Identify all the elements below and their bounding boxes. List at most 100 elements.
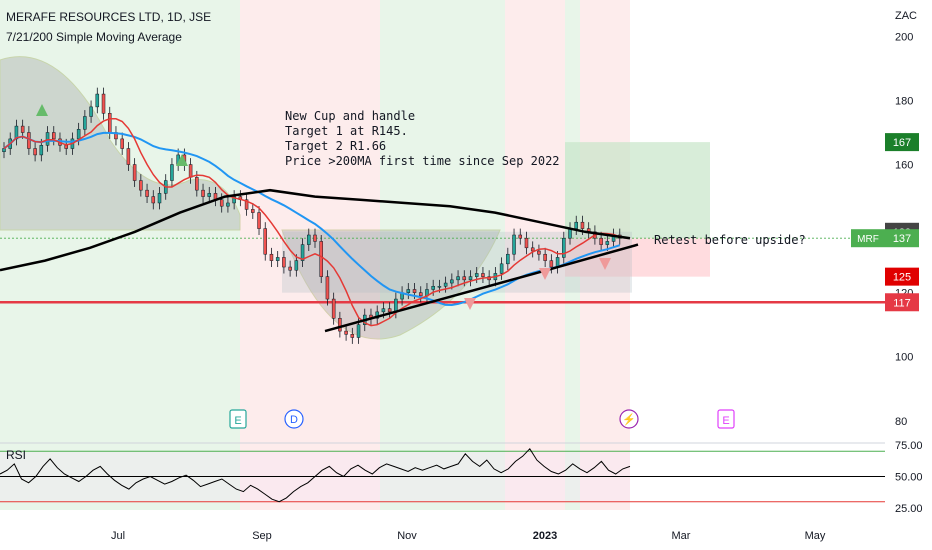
rsi-tick-2: 25.00 (895, 503, 923, 515)
price-levels (0, 237, 885, 304)
candle-body-66 (412, 289, 417, 293)
y-tick-5: 180 (895, 95, 913, 107)
candle-body-31 (195, 177, 199, 191)
candle-body-87 (543, 253, 547, 261)
candle-body-55 (344, 330, 348, 335)
rising-trendline (324, 243, 639, 333)
candle-body-93 (580, 221, 585, 229)
currency-label: ZAC (895, 10, 917, 22)
candle-body-6 (39, 145, 44, 156)
candle-body-48 (300, 244, 305, 261)
retest-annotation: Retest before upside? (654, 233, 806, 247)
candle-body-17 (107, 113, 112, 133)
candle-body-84 (524, 237, 529, 249)
annotation-line-3: Target 2 R1.66 (285, 139, 386, 153)
left-cup-shape (0, 56, 241, 231)
candle-body-44 (275, 257, 280, 261)
x-tick-1: Sep (252, 530, 272, 542)
price-badge-3: 125 (893, 272, 911, 284)
price-badge-bg-0 (885, 133, 919, 152)
target-box (565, 142, 710, 239)
chart-title: MERAFE RESOURCES LTD, 1D, JSE (6, 10, 211, 24)
dividend-event-icon[interactable]: D (284, 409, 304, 429)
candle-body-46 (288, 266, 292, 271)
price-badge-tag-bg (851, 229, 885, 248)
annotation-line-1: New Cup and handle (285, 109, 415, 123)
candle-body-19 (120, 138, 124, 149)
rsi-tick-0: 75.00 (895, 440, 923, 452)
sell-signal-1 (539, 268, 551, 280)
candle-body-23 (145, 189, 149, 197)
moving-averages (0, 118, 639, 333)
y-tick-6: 200 (895, 31, 913, 43)
candle-body-7 (45, 132, 50, 146)
candle-body-56 (350, 334, 355, 338)
candle-body-41 (257, 212, 261, 229)
rsi-pane (0, 447, 885, 503)
price-badge-tag: MRF (857, 234, 879, 245)
candle-body-54 (338, 318, 342, 332)
candle-body-86 (537, 250, 541, 255)
candle-body-5 (33, 148, 37, 156)
x-tick-2: Nov (397, 530, 417, 542)
candle-body-70 (437, 286, 442, 288)
candle-body-15 (95, 93, 100, 108)
candle-body-39 (244, 199, 249, 210)
annotation-line-2: Target 1 at R145. (285, 124, 408, 138)
x-tick-0: Jul (111, 530, 125, 542)
axes: 8010012014016018020075.0050.0025.00JulSe… (111, 31, 923, 542)
background-zones (0, 0, 885, 510)
candle-body-36 (226, 202, 230, 207)
indicator-label[interactable]: 7/21/200 Simple Moving Average (6, 30, 182, 44)
price-badge-4: 117 (893, 297, 911, 309)
candle-body-16 (101, 93, 106, 114)
future-earnings-label: E (722, 415, 729, 427)
split-event-label: ⚡ (622, 413, 636, 426)
candle-body-81 (506, 253, 510, 265)
candle-body-20 (126, 148, 131, 165)
y-tick-1: 100 (895, 352, 913, 364)
candle-body-62 (387, 308, 392, 313)
candle-body-4 (27, 132, 31, 149)
x-tick-4: Mar (672, 530, 691, 542)
candle-body-40 (251, 209, 255, 213)
candle-body-10 (64, 145, 68, 149)
candle-body-42 (263, 228, 267, 255)
y-tick-4: 160 (895, 160, 913, 172)
candlesticks (2, 87, 622, 344)
candle-body-90 (562, 237, 566, 258)
candle-body-97 (605, 241, 610, 245)
dividend-event-label: D (290, 414, 298, 426)
candle-body-52 (325, 276, 330, 300)
earnings-event-icon[interactable]: E (229, 409, 247, 429)
candle-body-8 (52, 132, 56, 140)
x-tick-3: 2023 (533, 530, 557, 542)
candle-body-85 (530, 247, 535, 252)
zone-0 (0, 0, 240, 510)
candle-body-35 (219, 199, 224, 207)
price-badge-bg-4 (885, 293, 919, 312)
future-earnings-icon[interactable]: E (717, 409, 735, 429)
ma200-line (0, 188, 631, 272)
candle-body-50 (313, 234, 317, 242)
rsi-line (0, 447, 631, 503)
rsi-tick-1: 50.00 (895, 472, 923, 484)
candle-body-76 (474, 273, 479, 277)
right-cup-shape (281, 229, 501, 340)
zone-2 (380, 0, 505, 510)
candle-body-92 (574, 221, 578, 229)
candle-body-63 (394, 298, 398, 313)
candle-body-88 (549, 260, 554, 268)
split-event-icon[interactable]: ⚡ (619, 409, 639, 429)
x-tick-5: May (805, 530, 826, 542)
candle-body-45 (282, 257, 286, 268)
price-badge-0: 167 (893, 137, 911, 149)
zone-3 (505, 0, 565, 510)
candle-body-61 (381, 308, 386, 313)
price-badge-bg-3 (885, 267, 919, 286)
candle-body-51 (319, 241, 323, 277)
candle-body-21 (132, 164, 137, 181)
candle-body-32 (201, 189, 205, 197)
annotation-line-4: Price >200MA first time since Sep 2022 (285, 154, 560, 168)
